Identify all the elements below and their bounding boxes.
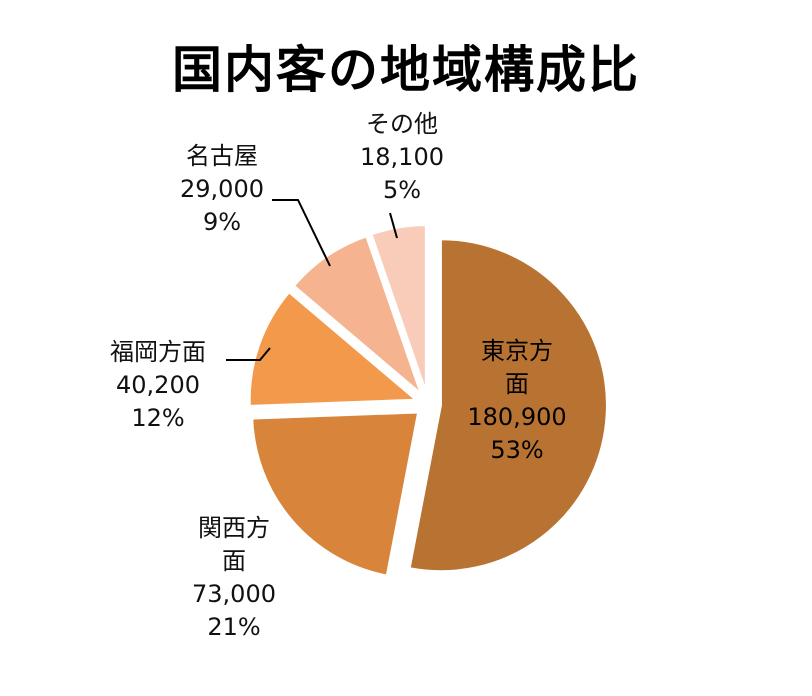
- slice-kansai: [251, 411, 420, 577]
- leader-line-nagoya: [272, 199, 331, 267]
- label-fukuoka: 福岡方面 40,200 12%: [110, 338, 206, 432]
- slice-fukuoka: [248, 290, 419, 407]
- label-nagoya: 名古屋 29,000 9%: [180, 142, 264, 236]
- label-other: その他 18,100 5%: [360, 110, 444, 204]
- leader-line-fukuoka: [226, 347, 271, 361]
- slice-other: [370, 224, 427, 392]
- slice-nagoya: [292, 235, 423, 397]
- chart-title: 国内客の地域構成比: [172, 41, 640, 99]
- slice-tokyo: [408, 238, 608, 573]
- label-tokyo: 東京方面 180,900 53%: [467, 337, 567, 464]
- leader-line-other: [389, 212, 398, 239]
- label-kansai: 関西方面 73,000 21%: [192, 514, 276, 641]
